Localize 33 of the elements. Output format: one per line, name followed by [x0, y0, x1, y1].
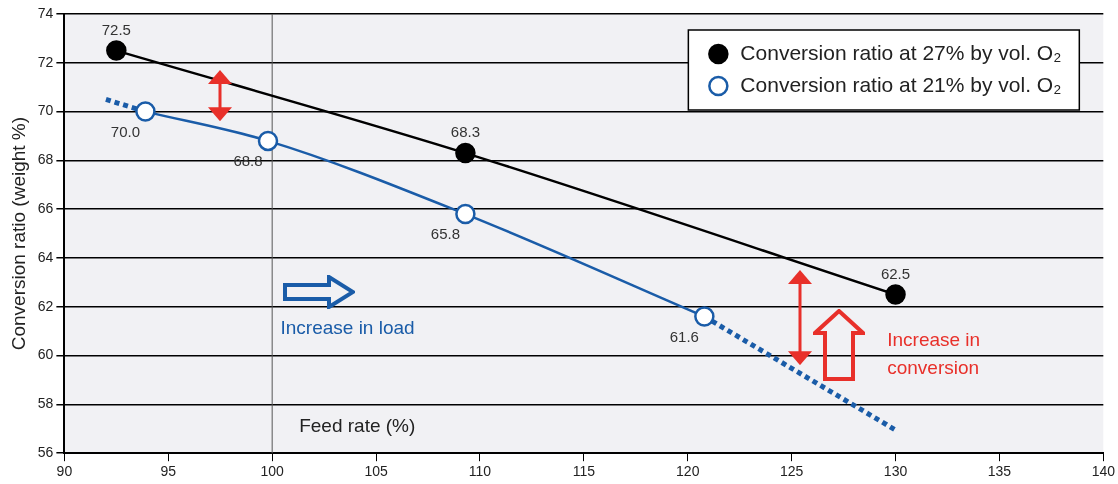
y-tick-label: 72: [37, 53, 54, 70]
x-tick-label: 135: [987, 463, 1012, 480]
annotation: Increase in conversion: [887, 329, 981, 379]
data-label: 62.5: [880, 264, 911, 282]
y-tick-label: 66: [37, 200, 54, 217]
y-tick-label: 58: [37, 395, 54, 412]
x-tick-label: 115: [572, 463, 596, 480]
y-tick-label: 70: [37, 102, 54, 119]
data-label: 72.5: [101, 20, 131, 38]
legend-label: Conversion ratio at 21% by vol. O₂: [740, 72, 1062, 96]
legend-label: Conversion ratio at 27% by vol. O₂: [740, 40, 1062, 64]
x-tick-label: 140: [1091, 463, 1116, 480]
y-tick-label: 74: [37, 4, 54, 21]
x-tick-label: 125: [779, 463, 804, 480]
data-label: 68.3: [450, 123, 481, 141]
y-tick-label: 62: [37, 297, 54, 314]
x-tick-label: 120: [676, 463, 700, 480]
y-tick-label: 68: [37, 151, 54, 168]
x-tick-label: 110: [468, 463, 492, 480]
x-tick-label: 90: [56, 463, 73, 480]
x-axis-title: Feed rate (%): [299, 414, 416, 436]
y-tick-label: 60: [37, 346, 54, 363]
x-tick-label: 95: [160, 463, 177, 480]
x-tick-label: 100: [260, 463, 285, 480]
x-tick-label: 105: [364, 463, 388, 480]
x-tick-label: 130: [883, 463, 908, 480]
y-tick-label: 56: [37, 444, 54, 461]
data-label: 70.0: [110, 122, 141, 140]
annotation: Increase in load: [280, 316, 415, 338]
data-label: 65.8: [430, 225, 461, 243]
data-label: 61.6: [669, 327, 699, 345]
y-tick-label: 64: [37, 248, 54, 265]
y-axis-title: Conversion ratio (weight %): [7, 116, 29, 351]
